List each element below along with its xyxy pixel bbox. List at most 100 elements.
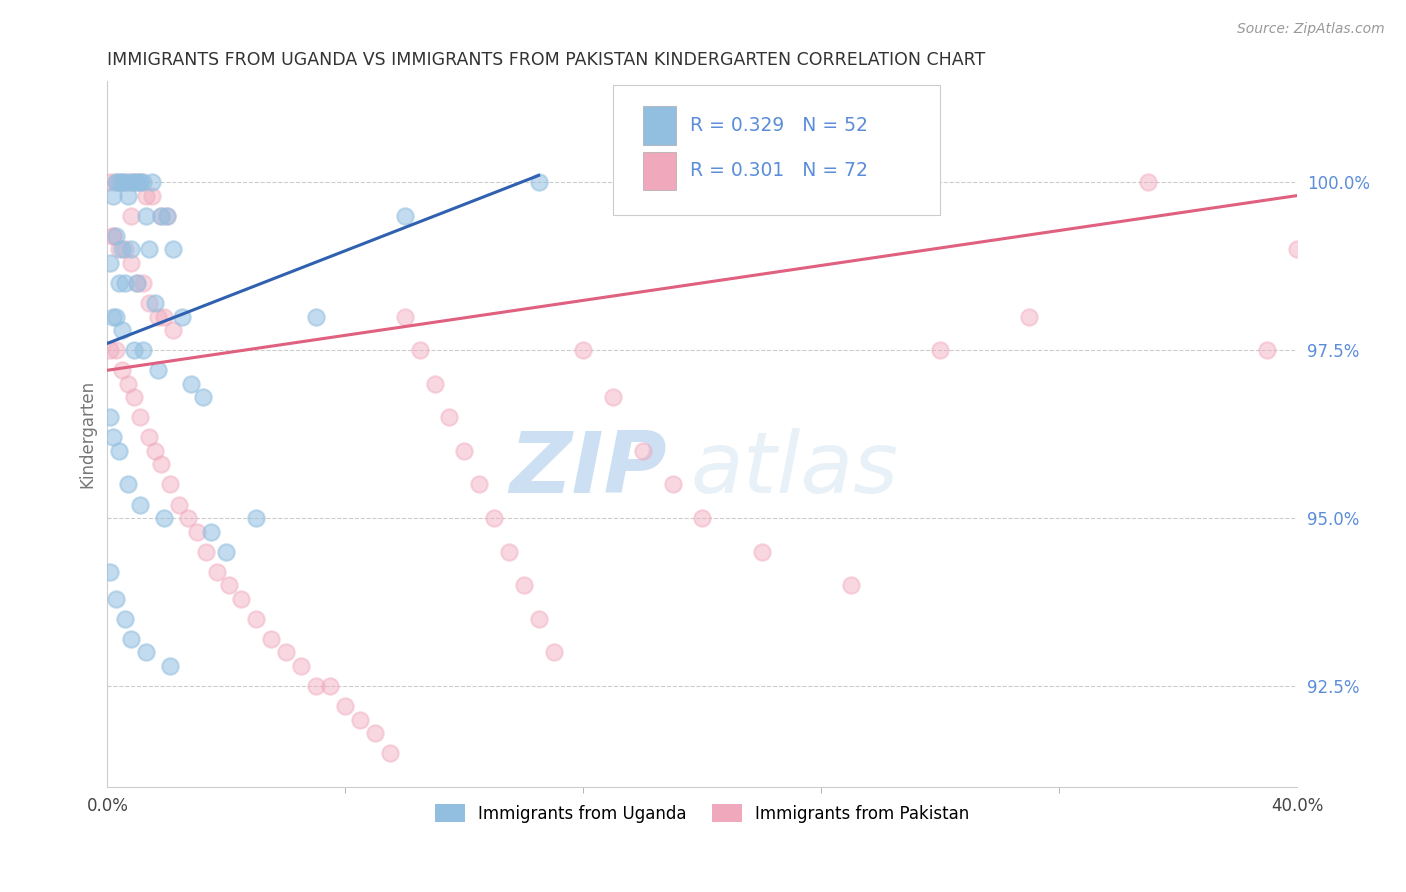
Point: [200, 524, 222, 539]
Point: [122, 343, 145, 357]
Point: [156, 209, 179, 223]
Point: [162, 323, 184, 337]
FancyBboxPatch shape: [643, 106, 676, 145]
Point: [453, 443, 475, 458]
Point: [260, 632, 283, 646]
Point: [394, 310, 416, 324]
Point: [114, 175, 136, 189]
Point: [513, 578, 536, 592]
Point: [105, 591, 128, 606]
Point: [111, 175, 134, 189]
Point: [138, 243, 160, 257]
Point: [129, 410, 152, 425]
Point: [159, 659, 181, 673]
Point: [120, 243, 142, 257]
Point: [105, 175, 128, 189]
Point: [191, 390, 214, 404]
Point: [127, 175, 149, 189]
FancyBboxPatch shape: [613, 85, 941, 215]
Point: [149, 209, 172, 223]
Point: [141, 188, 163, 202]
Point: [143, 443, 166, 458]
Point: [114, 612, 136, 626]
Point: [146, 310, 169, 324]
Point: [167, 498, 190, 512]
Point: [146, 363, 169, 377]
Point: [423, 376, 446, 391]
Point: [1018, 310, 1040, 324]
Point: [122, 175, 145, 189]
Point: [149, 458, 172, 472]
Point: [1137, 175, 1160, 189]
Point: [111, 243, 134, 257]
Point: [135, 645, 157, 659]
Point: [159, 477, 181, 491]
Point: [290, 659, 312, 673]
Y-axis label: Kindergarten: Kindergarten: [79, 380, 96, 488]
Point: [120, 209, 142, 223]
Point: [176, 511, 198, 525]
Point: [1286, 243, 1309, 257]
Point: [122, 390, 145, 404]
Point: [378, 746, 401, 760]
Point: [156, 209, 179, 223]
Point: [661, 477, 683, 491]
Point: [304, 679, 326, 693]
Point: [105, 175, 128, 189]
Point: [103, 430, 125, 444]
Point: [839, 578, 862, 592]
Point: [138, 430, 160, 444]
Point: [207, 565, 229, 579]
FancyBboxPatch shape: [643, 152, 676, 190]
Point: [631, 443, 654, 458]
Point: [149, 209, 172, 223]
Point: [120, 175, 142, 189]
Point: [170, 310, 193, 324]
Text: Source: ZipAtlas.com: Source: ZipAtlas.com: [1237, 22, 1385, 37]
Point: [103, 188, 125, 202]
Point: [105, 310, 128, 324]
Point: [132, 276, 155, 290]
Point: [482, 511, 505, 525]
Point: [364, 726, 387, 740]
Point: [498, 544, 520, 558]
Point: [439, 410, 461, 425]
Point: [304, 310, 326, 324]
Text: IMMIGRANTS FROM UGANDA VS IMMIGRANTS FROM PAKISTAN KINDERGARTEN CORRELATION CHAR: IMMIGRANTS FROM UGANDA VS IMMIGRANTS FRO…: [107, 51, 986, 69]
Point: [103, 310, 125, 324]
Point: [98, 256, 121, 270]
Point: [117, 376, 139, 391]
Point: [468, 477, 491, 491]
Point: [527, 175, 550, 189]
Point: [114, 243, 136, 257]
Point: [143, 296, 166, 310]
Point: [215, 544, 238, 558]
Point: [274, 645, 297, 659]
Point: [117, 188, 139, 202]
Point: [132, 175, 155, 189]
Text: ZIP: ZIP: [509, 428, 666, 511]
Point: [394, 209, 416, 223]
Point: [1256, 343, 1278, 357]
Point: [543, 645, 565, 659]
Point: [132, 343, 155, 357]
Point: [98, 343, 121, 357]
Point: [135, 188, 157, 202]
Point: [108, 175, 131, 189]
Point: [527, 612, 550, 626]
Point: [194, 544, 217, 558]
Point: [127, 276, 149, 290]
Point: [117, 175, 139, 189]
Point: [127, 276, 149, 290]
Point: [186, 524, 208, 539]
Point: [690, 511, 713, 525]
Point: [108, 276, 131, 290]
Point: [111, 323, 134, 337]
Point: [602, 390, 624, 404]
Point: [122, 175, 145, 189]
Point: [751, 544, 773, 558]
Point: [111, 363, 134, 377]
Point: [105, 343, 128, 357]
Point: [129, 498, 152, 512]
Point: [138, 296, 160, 310]
